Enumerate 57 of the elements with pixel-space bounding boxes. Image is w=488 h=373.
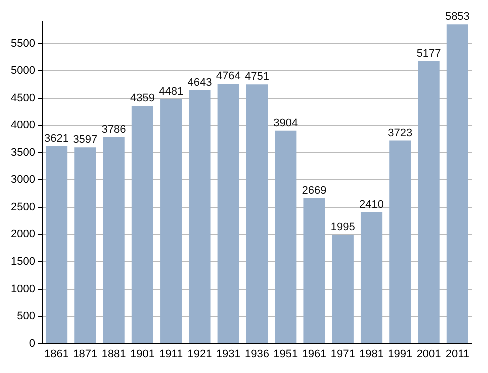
x-tick-label: 1921 [188,348,212,360]
data-label: 4643 [188,77,212,90]
x-tick-label: 1931 [216,348,241,360]
bar [275,130,297,344]
x-tick-label: 2001 [416,348,442,360]
x-tick-label: 1991 [388,348,413,360]
y-tick-label: 3000 [10,174,36,186]
x-tick-label: 1961 [302,348,327,360]
data-label: 2669 [302,184,327,197]
data-label: 1995 [330,222,356,234]
bar [332,234,354,344]
data-label: 3904 [274,117,298,130]
y-tick-label: 4500 [10,92,36,104]
bar [304,198,326,344]
bar [218,84,240,344]
bar [160,99,182,344]
bar [46,146,68,344]
data-label: 3723 [388,127,413,140]
y-tick-label: 2000 [10,228,36,241]
x-tick-label: 1936 [244,348,270,360]
y-tick-label: 5000 [10,65,36,78]
x-tick-label: 1981 [360,348,384,360]
data-label: 2410 [360,198,384,211]
bar [446,24,468,344]
data-label: 3786 [102,124,126,136]
bar [418,61,440,344]
bar [132,106,154,344]
x-tick-label: 2011 [446,348,470,360]
x-tick-label: 1861 [44,348,70,360]
data-label: 4764 [216,70,241,82]
x-tick-label: 1871 [73,348,98,360]
data-label: 5853 [445,11,470,24]
x-tick-label: 1911 [160,348,184,360]
data-label: 3621 [44,132,70,145]
bar [103,137,125,344]
data-label: 4481 [159,86,184,98]
y-tick-label: 2500 [10,201,36,214]
data-label: 4751 [244,71,270,84]
x-tick-label: 1901 [130,348,155,360]
bar [74,148,96,344]
y-tick-label: 0 [29,338,36,350]
y-tick-label: 500 [17,310,36,323]
bar [360,212,383,344]
x-tick-label: 1951 [274,348,298,360]
y-tick-label: 1500 [10,256,36,268]
y-tick-label: 1000 [10,283,36,296]
data-label: 4359 [130,92,155,105]
y-tick-label: 5500 [10,38,36,50]
data-label: 3597 [73,134,98,146]
bar [189,90,211,344]
x-tick-label: 1881 [102,348,126,360]
data-label: 5177 [416,48,442,60]
bar [246,84,268,344]
y-tick-label: 4000 [10,120,36,132]
y-tick-label: 3500 [10,146,36,159]
x-tick-label: 1971 [330,348,356,360]
bar [390,140,412,344]
